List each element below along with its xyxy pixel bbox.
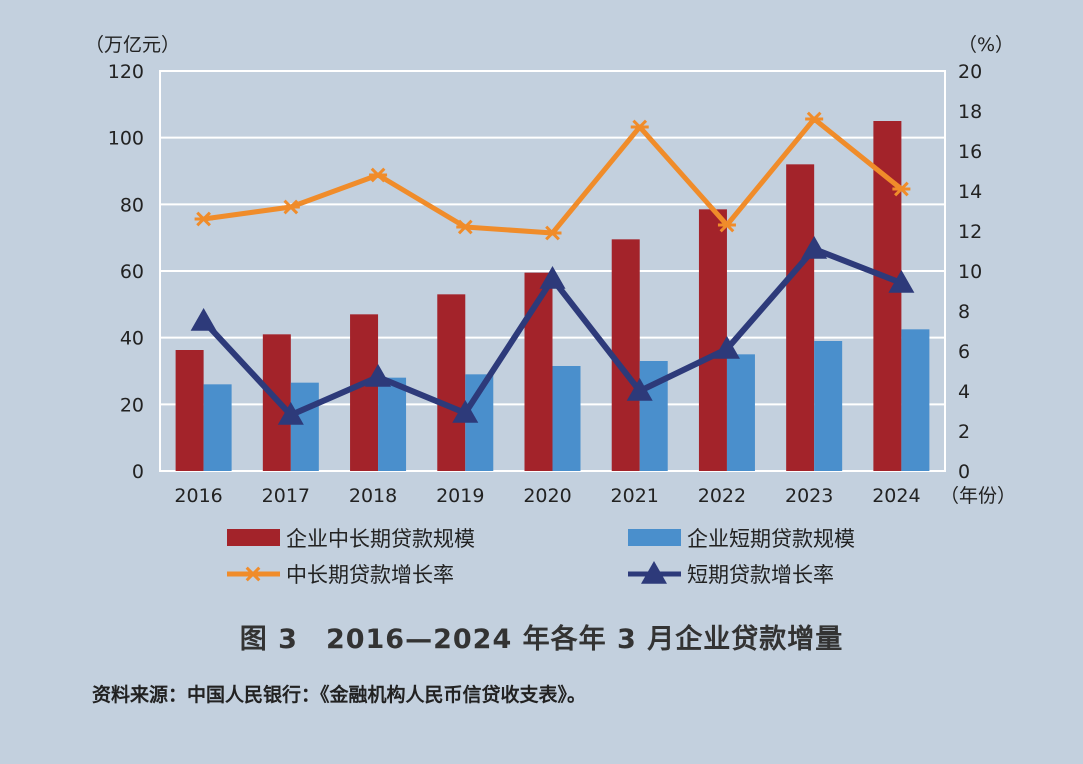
- y-left-tick-label: 60: [120, 261, 144, 283]
- marker-triangle: [801, 236, 828, 259]
- bar-short-term: [552, 366, 581, 471]
- bar-long-term: [437, 294, 466, 471]
- bar-long-term: [611, 239, 640, 471]
- legend-marker: [244, 566, 262, 582]
- bar-short-term: [726, 354, 755, 471]
- x-tick-label: 2023: [785, 485, 833, 507]
- growth-lines: [190, 111, 915, 425]
- y-right-tick-label: 0: [958, 461, 970, 483]
- x-unit: （年份）: [940, 485, 1016, 507]
- bar-long-term: [175, 350, 204, 471]
- x-tick-label: 2021: [611, 485, 659, 507]
- y-right-unit: （%）: [958, 34, 1014, 56]
- marker-asterisk: [717, 217, 736, 233]
- y-right-tick-label: 8: [958, 301, 970, 323]
- marker-triangle: [277, 402, 304, 425]
- legend-marker: [641, 561, 667, 584]
- marker-asterisk: [194, 211, 213, 227]
- bars: [175, 121, 930, 472]
- x-tick-label: 2018: [349, 485, 397, 507]
- marker-triangle: [190, 308, 217, 331]
- y-left-tick-label: 100: [108, 128, 144, 150]
- y-right-tick-label: 14: [958, 181, 982, 203]
- marker-triangle: [452, 400, 479, 423]
- legend-label: 企业短期贷款规模: [687, 527, 855, 551]
- marker-asterisk: [456, 219, 475, 235]
- y-right-tick-label: 20: [958, 61, 982, 83]
- y-right-tick-label: 4: [958, 381, 970, 403]
- marker-asterisk: [630, 119, 649, 135]
- x-tick-label: 2020: [523, 485, 571, 507]
- marker-triangle: [539, 266, 566, 289]
- bar-short-term: [814, 341, 843, 471]
- marker-asterisk: [543, 225, 562, 241]
- figure-caption: 图 3 2016—2024 年各年 3 月企业贷款增量: [239, 624, 844, 655]
- y-right-tick-label: 16: [958, 141, 982, 163]
- legend-label: 企业中长期贷款规模: [286, 527, 475, 551]
- y-left-tick-label: 20: [120, 394, 144, 416]
- x-tick-label: 2017: [262, 485, 310, 507]
- marker-triangle: [888, 270, 915, 293]
- y-left-tick-label: 40: [120, 328, 144, 350]
- marker-triangle: [626, 378, 653, 401]
- y-left-tick-label: 120: [108, 61, 144, 83]
- x-tick-label: 2022: [698, 485, 746, 507]
- x-tick-label: 2016: [174, 485, 222, 507]
- chart: 0 20 40 60 80 100 120 0 2 4 6 8 10 12 14 16 18 20 （万亿元） （%）…: [85, 34, 1016, 587]
- source-note: 资料来源：中国人民银行：《金融机构人民币信贷收支表》。: [92, 684, 587, 706]
- marker-asterisk: [892, 181, 911, 197]
- bar-long-term: [698, 209, 727, 472]
- axes: 0 20 40 60 80 100 120 0 2 4 6 8 10 12 14 16 18 20 （万亿元） （%）…: [85, 34, 1016, 507]
- x-tick-label: 2024: [872, 485, 920, 507]
- marker-triangle: [713, 336, 740, 359]
- legend-swatch: [227, 529, 280, 546]
- legend-label: 短期贷款增长率: [687, 563, 834, 587]
- marker-asterisk: [805, 111, 824, 127]
- bar-long-term: [873, 121, 902, 471]
- bar-short-term: [901, 329, 930, 471]
- legend-label: 中长期贷款增长率: [286, 563, 454, 587]
- bar-long-term: [786, 164, 815, 472]
- y-right-tick-label: 6: [958, 341, 970, 363]
- y-right-tick-label: 10: [958, 261, 982, 283]
- marker-asterisk: [369, 167, 388, 183]
- y-right-tick-label: 18: [958, 101, 982, 123]
- x-tick-label: 2019: [436, 485, 484, 507]
- y-right-tick-label: 12: [958, 221, 982, 243]
- bar-short-term: [203, 384, 232, 471]
- bar-short-term: [378, 377, 407, 471]
- y-left-tick-label: 0: [132, 461, 144, 483]
- legend-swatch: [628, 529, 681, 546]
- marker-triangle: [365, 364, 392, 387]
- marker-asterisk: [281, 199, 300, 215]
- y-right-tick-label: 2: [958, 421, 970, 443]
- y-left-unit: （万亿元）: [85, 34, 180, 56]
- bar-short-term: [290, 382, 319, 471]
- bar-long-term: [350, 314, 379, 471]
- y-left-tick-label: 80: [120, 194, 144, 216]
